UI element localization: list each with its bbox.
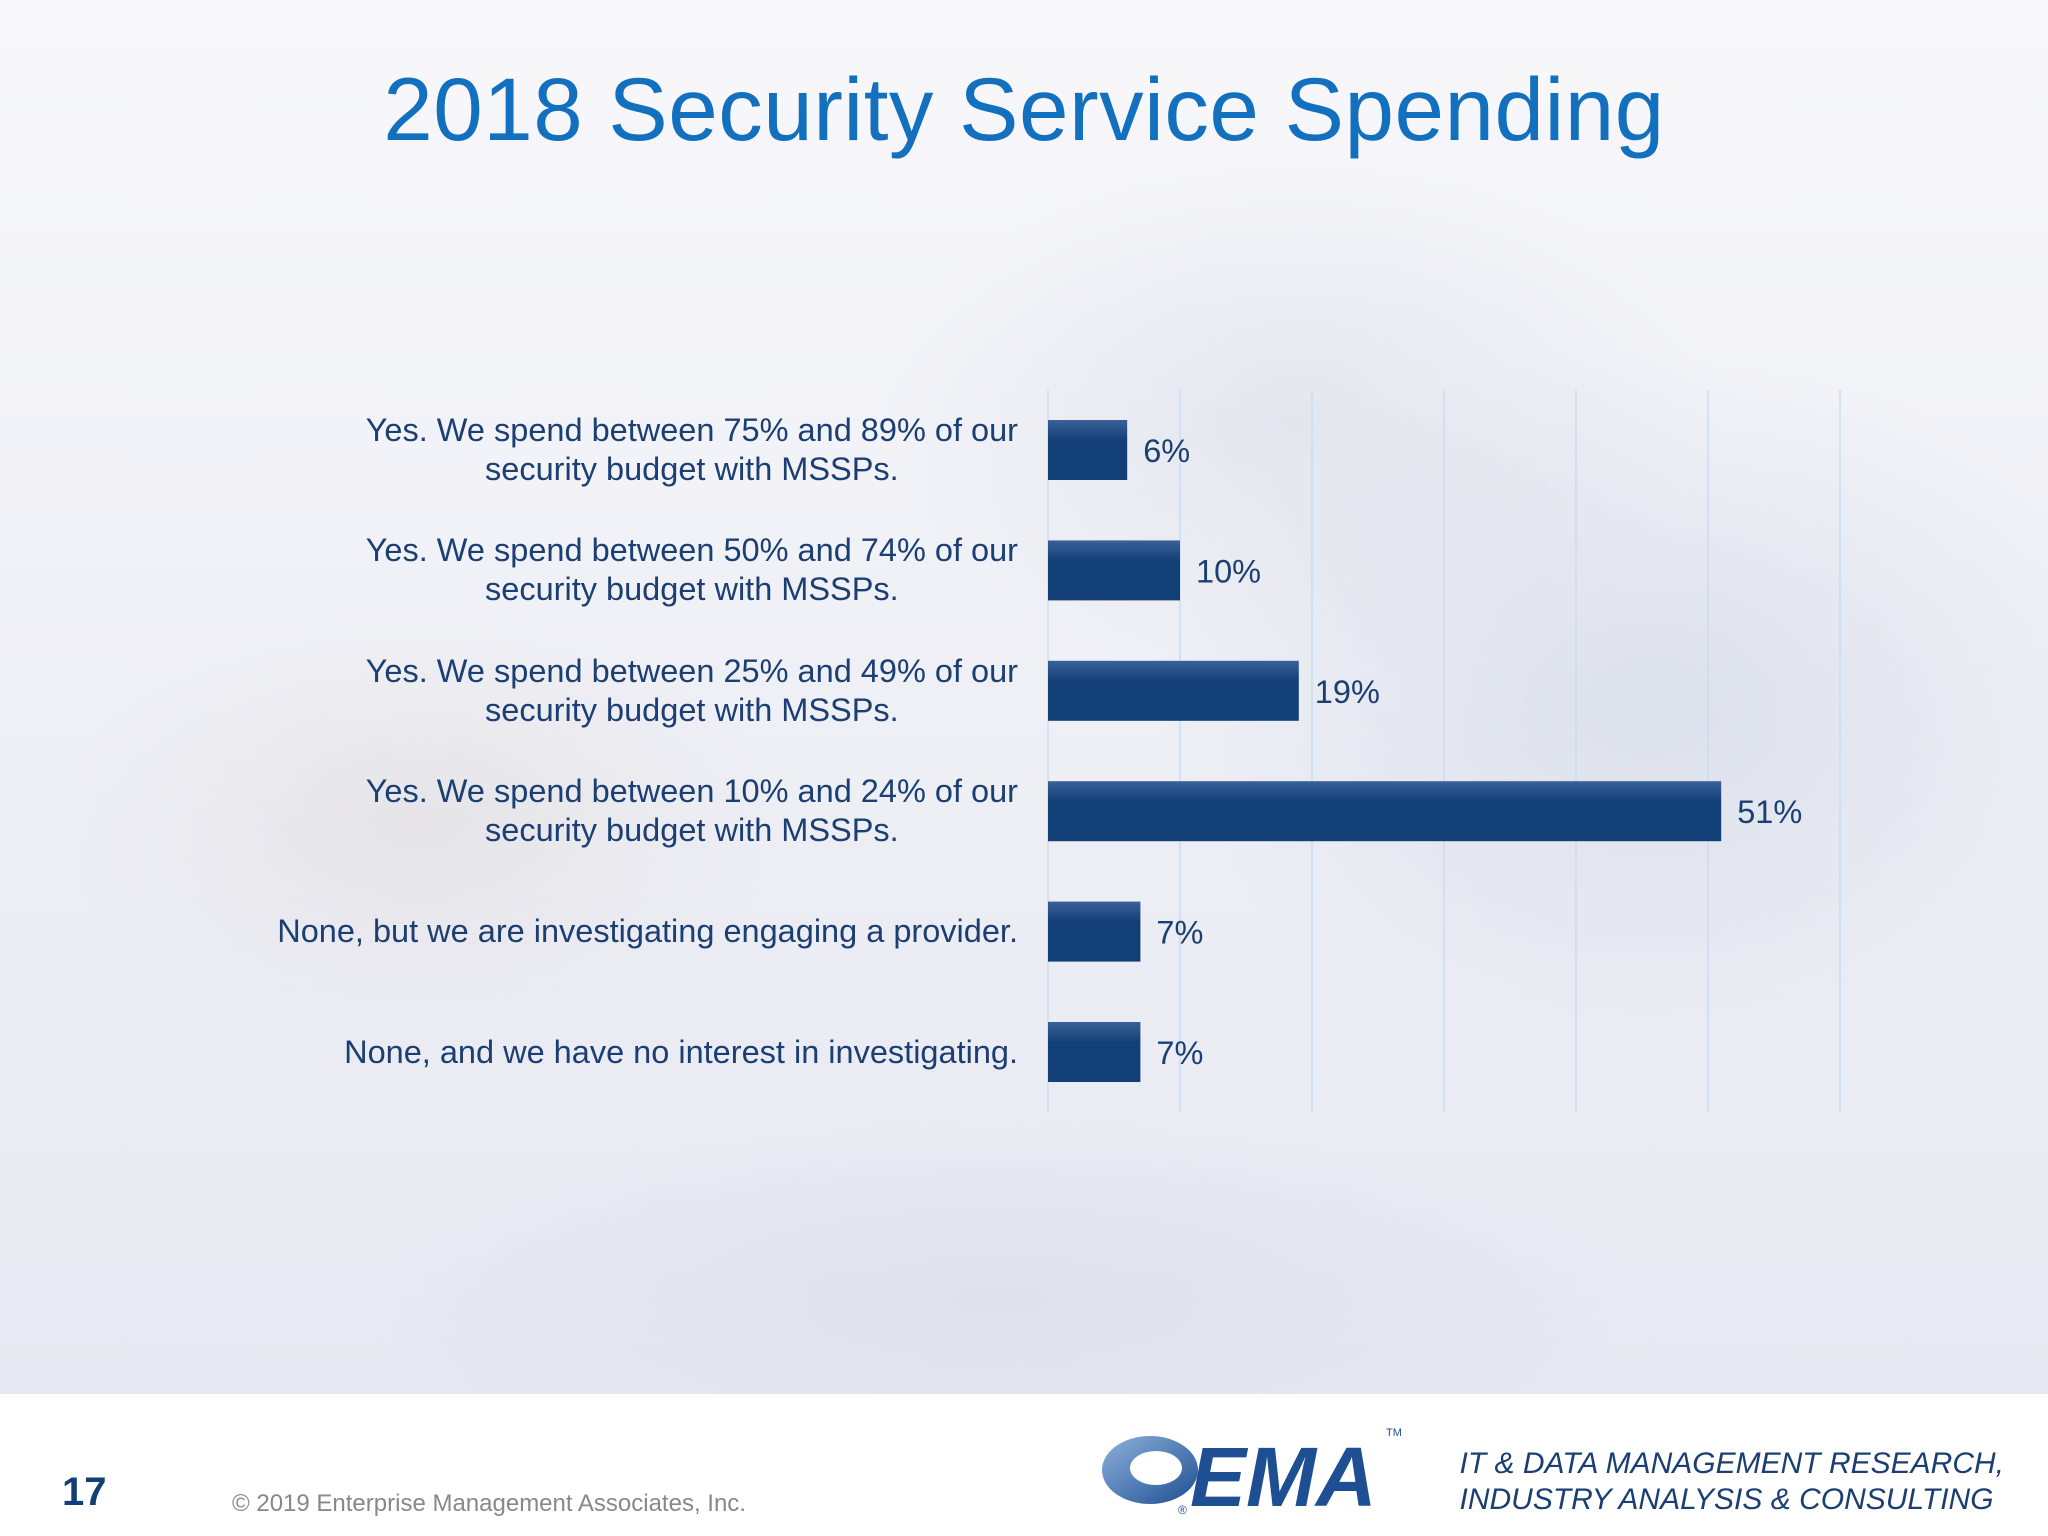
copyright-text: © 2019 Enterprise Management Associates,… — [232, 1490, 746, 1517]
category-label-line: Yes. We spend between 10% and 24% of our — [365, 773, 1018, 810]
logo-swoosh-inner — [1130, 1451, 1182, 1485]
data-label: 19% — [1315, 674, 1380, 710]
category-label-line: None, and we have no interest in investi… — [344, 1033, 1018, 1070]
category-label-line: None, but we are investigating engaging … — [277, 913, 1018, 950]
slide-background — [0, 0, 2048, 1394]
tagline-line-1: IT & DATA MANAGEMENT RESEARCH, — [1459, 1447, 2005, 1480]
slide-title: 2018 Security Service Spending — [383, 59, 1665, 159]
category-label-line: security budget with MSSPs. — [485, 691, 899, 728]
footer-bar — [0, 1394, 2048, 1536]
category-label: Yes. We spend between 10% and 24% of our… — [366, 772, 1018, 850]
data-label: 7% — [1156, 1035, 1203, 1071]
data-label: 6% — [1143, 433, 1190, 469]
bar — [1048, 901, 1141, 962]
bar — [1048, 420, 1128, 480]
data-label: 51% — [1737, 794, 1802, 830]
category-label: Yes. We spend between 50% and 74% of our… — [366, 531, 1018, 609]
category-label: Yes. We spend between 25% and 49% of our… — [366, 652, 1018, 730]
ema-logo: EMA TM ® — [1102, 1427, 1402, 1522]
category-label-line: Yes. We spend between 50% and 74% of our — [365, 532, 1018, 569]
bar — [1048, 781, 1722, 842]
bar — [1048, 1022, 1141, 1082]
category-label-line: Yes. We spend between 25% and 49% of our — [365, 652, 1018, 689]
logo-wordmark: EMA — [1190, 1430, 1377, 1522]
data-label: 10% — [1196, 553, 1261, 589]
category-label: Yes. We spend between 75% and 89% of our… — [366, 411, 1018, 489]
category-label-line: security budget with MSSPs. — [485, 451, 899, 487]
tagline-line-2: INDUSTRY ANALYSIS & CONSULTING — [1459, 1483, 1994, 1516]
data-label: 7% — [1156, 915, 1203, 951]
bar — [1048, 540, 1180, 601]
category-label: None, but we are investigating engaging … — [277, 912, 1018, 951]
bar — [1048, 660, 1299, 721]
logo-registered: ® — [1178, 1503, 1187, 1517]
page-number: 17 — [62, 1470, 107, 1514]
category-label: None, and we have no interest in investi… — [344, 1033, 1018, 1072]
tagline: IT & DATA MANAGEMENT RESEARCH, INDUSTRY … — [1460, 1446, 2005, 1518]
category-label-line: security budget with MSSPs. — [485, 812, 899, 849]
logo-trademark: TM — [1386, 1427, 1402, 1439]
bar-chart: 6% 10% 19% 51% 7% 7% — [1047, 390, 1841, 1112]
category-label-line: security budget with MSSPs. — [485, 571, 899, 608]
category-label-line: Yes. We spend between 75% and 89% of our — [365, 412, 1018, 448]
